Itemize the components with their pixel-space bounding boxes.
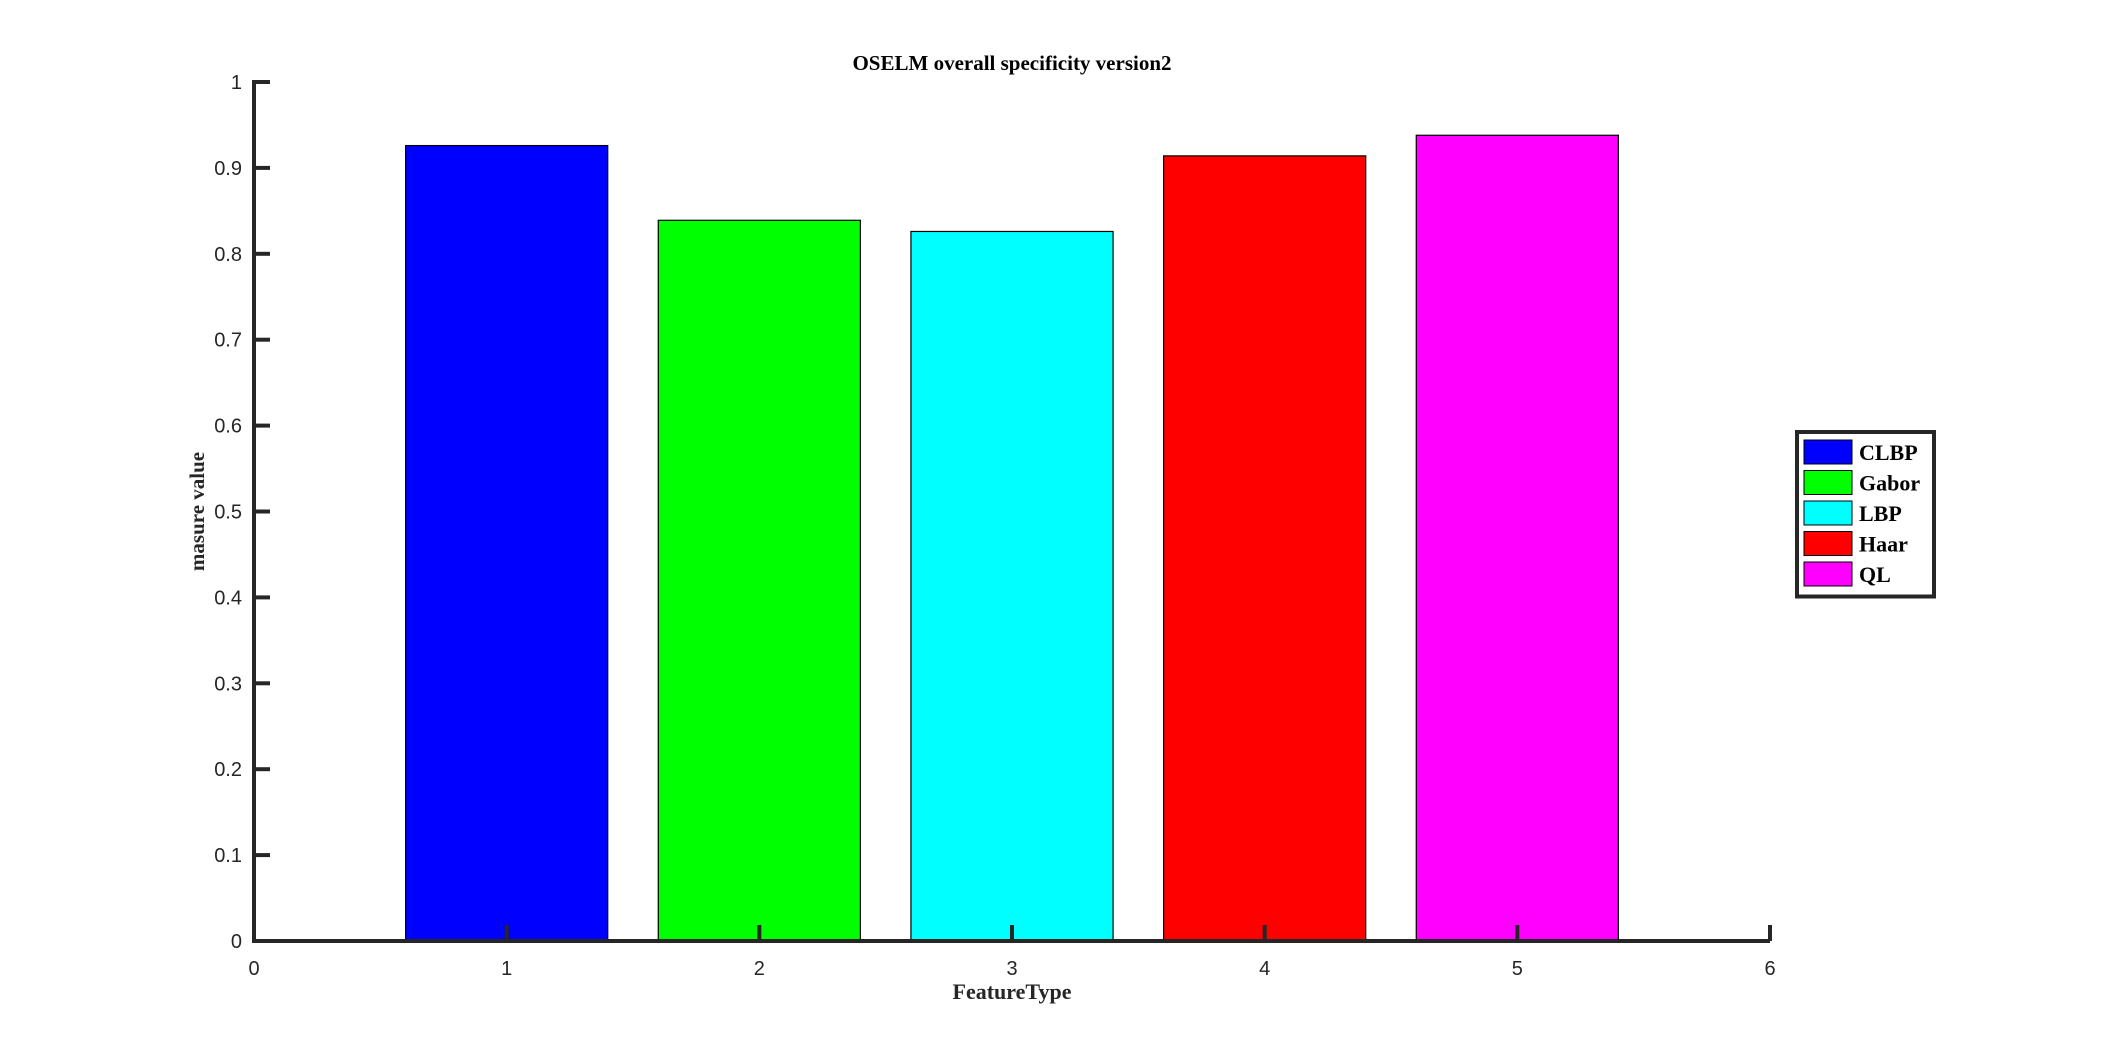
y-tick-label: 0.2 <box>214 759 242 781</box>
legend-label-gabor: Gabor <box>1859 471 1920 496</box>
legend-label-lbp: LBP <box>1859 501 1902 526</box>
legend-swatch-clbp <box>1803 439 1853 465</box>
x-tick-label: 2 <box>754 958 765 980</box>
legend-swatch-gabor <box>1803 470 1853 495</box>
y-tick-label: 0.5 <box>214 502 242 524</box>
bar-ql <box>1415 134 1620 942</box>
x-tick-label: 4 <box>1259 958 1270 980</box>
y-tick-label: 0.1 <box>214 845 242 867</box>
x-tick-label: 0 <box>248 958 259 980</box>
legend-label-haar: Haar <box>1859 532 1908 557</box>
x-tick-label: 6 <box>1764 958 1775 980</box>
x-axis-label: FeatureType <box>953 979 1072 1004</box>
y-tick-label: 0.9 <box>214 158 242 180</box>
y-tick-label: 0.7 <box>214 330 242 352</box>
legend-swatch-haar <box>1803 531 1853 556</box>
legend-label-ql: QL <box>1859 562 1891 587</box>
legend: CLBP Gabor LBP Haar QL <box>1795 430 1936 599</box>
axes-group: 0 0.1 0.2 0.3 0.4 0.5 0.6 0.7 0.8 0.9 1 0 1 2 3 4 5 6 <box>214 72 1775 980</box>
y-axis-label: masure value <box>185 452 209 571</box>
y-tick-label: 0 <box>231 931 242 953</box>
x-tick-label: 1 <box>501 958 512 980</box>
bar-haar <box>1162 155 1367 942</box>
x-tick-label: 5 <box>1512 958 1523 980</box>
y-tick-label: 0.8 <box>214 244 242 266</box>
x-tick-label: 3 <box>1006 958 1017 980</box>
y-tick-label: 1 <box>231 72 242 94</box>
y-tick-label: 0.6 <box>214 416 242 438</box>
bar-lbp <box>910 230 1114 942</box>
chart-title: OSELM overall specificity version2 <box>852 51 1171 75</box>
bar-clbp <box>405 144 609 942</box>
y-tick-label: 0.3 <box>214 673 242 695</box>
y-tick-label: 0.4 <box>214 587 242 609</box>
legend-swatch-ql <box>1803 561 1853 587</box>
bar-gabor <box>657 219 861 942</box>
bars-group <box>405 134 1620 942</box>
legend-swatch-lbp <box>1803 500 1853 526</box>
legend-label-clbp: CLBP <box>1859 440 1918 465</box>
